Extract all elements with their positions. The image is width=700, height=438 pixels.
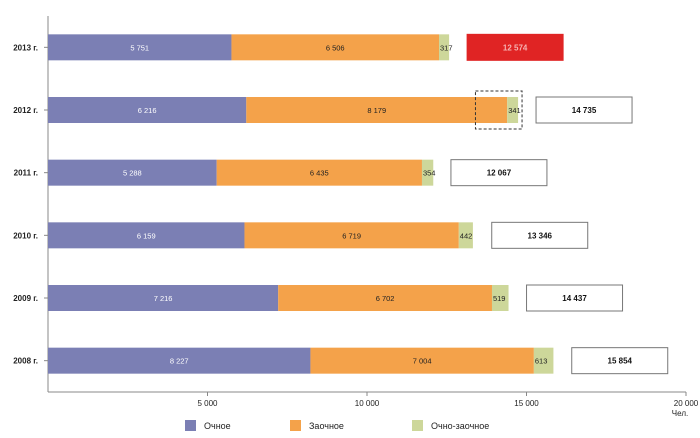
data-label: 8 179 <box>367 106 386 115</box>
legend-swatch-ochno-zaochnoe <box>412 420 423 431</box>
bar-segment <box>48 159 217 186</box>
data-label: 6 702 <box>376 294 395 303</box>
data-label: 6 506 <box>326 43 345 52</box>
bar-segment <box>48 97 247 123</box>
data-label: 442 <box>460 231 473 240</box>
data-label: 6 159 <box>137 231 156 240</box>
data-label: 5 751 <box>130 43 149 52</box>
total-label: 14 437 <box>562 294 587 303</box>
bar-segment <box>231 34 439 61</box>
bar-segment <box>48 347 311 374</box>
total-box <box>450 159 548 187</box>
x-tick-label: 5 000 <box>197 399 218 408</box>
data-label: 6 719 <box>342 231 361 240</box>
total-label: 12 067 <box>487 169 512 178</box>
data-label: 317 <box>440 43 453 52</box>
data-label: 8 227 <box>170 357 189 366</box>
data-label: 341 <box>508 106 521 115</box>
bar-segment <box>310 347 534 374</box>
bar-segment <box>533 347 554 374</box>
data-label: 6 435 <box>310 169 329 178</box>
legend-item-ochno-zaochnoe: Очно-заочное <box>412 420 489 431</box>
x-tick-label: 20 000 <box>674 399 699 408</box>
bar-segment <box>48 222 245 249</box>
bar-segment <box>246 97 508 123</box>
bar-segment <box>278 285 492 311</box>
data-label: 354 <box>423 169 436 178</box>
legend-label-ochno-zaochnoe: Очно-заочное <box>431 420 490 431</box>
x-tick-label: 15 000 <box>514 399 539 408</box>
total-label: 13 346 <box>528 231 553 240</box>
total-box <box>491 221 589 249</box>
data-label: 519 <box>493 294 506 303</box>
category-label: 2009 г. <box>13 294 38 303</box>
data-label: 6 216 <box>138 106 157 115</box>
bar-segment <box>244 222 459 249</box>
legend-item-zaochnoe: Заочное <box>290 420 344 431</box>
total-label: 14 735 <box>572 106 597 115</box>
legend-swatch-zaochnoe <box>290 420 301 431</box>
bar-segment <box>48 285 279 311</box>
total-box <box>571 347 669 375</box>
legend-label-zaochnoe: Заочное <box>309 420 344 431</box>
dashed-highlight-box <box>474 90 523 130</box>
category-label: 2011 г. <box>14 169 38 178</box>
bar-segment <box>216 159 422 186</box>
data-label: 7 004 <box>413 357 432 366</box>
x-tick-label: 10 000 <box>355 399 380 408</box>
data-label: 613 <box>535 357 548 366</box>
data-label: 5 288 <box>123 169 142 178</box>
bar-segment <box>458 222 473 249</box>
category-label: 2008 г. <box>13 357 38 366</box>
total-label: 12 574 <box>503 43 528 52</box>
category-label: 2010 г. <box>13 231 38 240</box>
legend: Очное Заочное Очно-заочное <box>0 420 700 436</box>
data-label: 7 216 <box>154 294 173 303</box>
bar-segment <box>507 97 519 123</box>
legend-swatch-ochnoe <box>185 420 196 431</box>
bar-segment <box>48 34 232 61</box>
total-box <box>466 33 564 61</box>
total-box <box>526 284 624 312</box>
category-label: 2012 г. <box>13 106 38 115</box>
total-label: 15 854 <box>608 357 633 366</box>
legend-label-ochnoe: Очное <box>204 420 231 431</box>
bar-segment <box>438 34 450 61</box>
bar-segment <box>421 159 434 186</box>
legend-item-ochnoe: Очное <box>185 420 231 431</box>
category-label: 2013 г. <box>13 43 38 52</box>
x-unit-label: Чел. <box>672 409 688 418</box>
bar-segment <box>491 285 509 311</box>
total-box <box>535 96 633 124</box>
